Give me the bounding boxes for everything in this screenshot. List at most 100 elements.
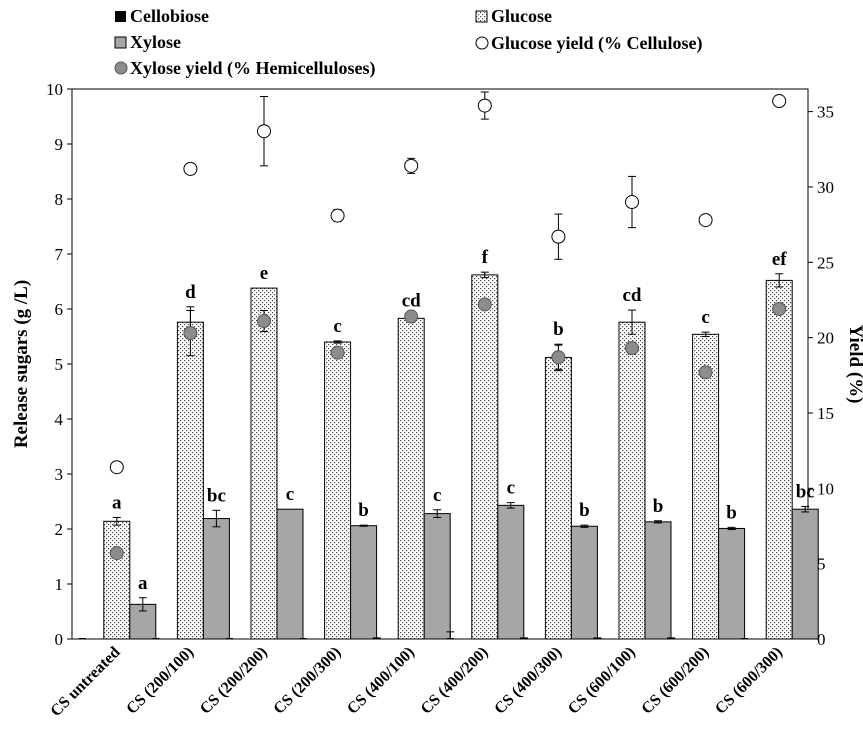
significance-letter: f xyxy=(482,247,489,268)
y2-tick-label: 10 xyxy=(817,479,834,498)
right-axis: 0 5 10 15 20 25 30 35 xyxy=(808,103,834,649)
bar-glucose xyxy=(397,317,425,640)
xylose-yield-marker xyxy=(625,341,639,356)
bar-xylose xyxy=(791,508,819,640)
legend-label-xylose: Xylose xyxy=(130,32,181,52)
legend-label-glucose: Glucose xyxy=(491,6,552,26)
bar-glucose xyxy=(324,341,352,640)
significance-letter: e xyxy=(260,263,268,284)
category-label: CS untreated xyxy=(47,644,123,720)
y-tick-label: 3 xyxy=(55,465,64,484)
glucose-yield-marker xyxy=(330,208,345,223)
y2-tick-label: 0 xyxy=(817,630,826,649)
bar-glucose xyxy=(692,333,720,640)
y2-tick-label: 20 xyxy=(817,329,834,348)
y-tick-label: 5 xyxy=(55,355,64,374)
significance-letter: cd xyxy=(402,291,421,312)
legend: Cellobiose Glucose Xylose Glucose yield … xyxy=(114,6,702,79)
bar-glucose xyxy=(765,279,793,640)
category-label: CS (200/100) xyxy=(123,644,197,718)
significance-letter: a xyxy=(112,492,122,513)
xylose-yield-marker xyxy=(698,365,713,380)
bar-cellobiose xyxy=(372,637,381,640)
glucose-yield-marker xyxy=(257,124,271,139)
y-tick-label: 10 xyxy=(46,80,63,99)
significance-letter: b xyxy=(553,319,564,340)
legend-marker-glucose-yield xyxy=(475,36,489,50)
glucose-yield-marker xyxy=(477,98,492,113)
y-tick-label: 4 xyxy=(55,410,64,429)
bar-xylose xyxy=(423,513,451,640)
xylose-yield-marker xyxy=(404,309,419,324)
significance-letter: a xyxy=(138,573,148,594)
significance-letter: b xyxy=(726,502,737,523)
significance-letter: c xyxy=(333,316,341,337)
error-bars xyxy=(112,91,810,640)
y-tick-label: 2 xyxy=(55,520,64,539)
glucose-yield-marker xyxy=(183,161,198,176)
significance-letter: b xyxy=(358,500,369,521)
category-label: CS (200/200) xyxy=(197,644,271,718)
significance-letter: b xyxy=(579,500,590,521)
bar-xylose xyxy=(570,525,598,640)
y2-tick-label: 5 xyxy=(817,555,826,574)
significance-letter: c xyxy=(507,478,515,499)
category-label: CS (200/300) xyxy=(270,644,344,718)
xylose-yield-marker xyxy=(551,350,566,365)
glucose-yield-marker xyxy=(698,213,713,228)
bar-glucose xyxy=(544,356,572,640)
y-axis-label: Release sugars (g /L) xyxy=(11,280,32,448)
y2-tick-label: 25 xyxy=(817,253,834,272)
legend-label-xylose-yield: Xylose yield (% Hemicelluloses) xyxy=(130,58,375,79)
xylose-yield-marker xyxy=(772,302,787,316)
bar-cellobiose xyxy=(519,637,528,640)
legend-label-cellobiose: Cellobiose xyxy=(130,6,209,26)
significance-letter: c xyxy=(701,307,709,328)
category-label: CS (600/100) xyxy=(565,644,639,718)
y-tick-label: 7 xyxy=(55,245,64,264)
y-tick-label: 8 xyxy=(55,190,64,209)
category-label: CS (400/200) xyxy=(418,644,492,718)
bars xyxy=(78,274,819,640)
category-label: CS (400/100) xyxy=(344,644,418,718)
glucose-yield-marker xyxy=(551,229,566,244)
y-tick-label: 0 xyxy=(55,630,64,649)
category-label: CS (600/300) xyxy=(712,644,786,718)
category-label: CS (600/200) xyxy=(638,644,712,718)
significance-letter: ef xyxy=(772,249,787,270)
bar-glucose xyxy=(176,321,204,640)
xylose-yield-marker xyxy=(477,297,492,312)
y2-tick-label: 30 xyxy=(817,178,834,197)
glucose-yield-marker xyxy=(404,158,419,173)
y2-axis-label: Yield (%) xyxy=(845,325,863,404)
significance-letter: b xyxy=(653,496,664,517)
bar-cellobiose xyxy=(667,637,676,640)
glucose-yield-marker xyxy=(109,460,124,475)
yield-markers xyxy=(109,94,787,561)
y-tick-label: 1 xyxy=(55,575,64,594)
glucose-yield-marker xyxy=(625,195,639,210)
bar-xylose xyxy=(350,525,378,640)
legend-label-glucose-yield: Glucose yield (% Cellulose) xyxy=(491,33,702,54)
bar-xylose xyxy=(202,518,230,640)
significance-letter: c xyxy=(433,485,441,506)
y2-tick-label: 15 xyxy=(817,404,834,423)
significance-letter: cd xyxy=(623,285,642,306)
bar-glucose xyxy=(618,321,646,640)
significance-letter: bc xyxy=(207,485,226,506)
xylose-yield-marker xyxy=(257,314,271,329)
xylose-yield-marker xyxy=(183,326,198,341)
bar-glucose xyxy=(471,274,499,640)
category-label: CS (400/300) xyxy=(491,644,565,718)
bar-xylose xyxy=(718,527,746,640)
y-tick-label: 6 xyxy=(55,300,64,319)
xylose-yield-marker xyxy=(330,345,345,360)
bar-xylose xyxy=(497,504,525,640)
significance-letter: c xyxy=(286,484,294,505)
bar-glucose xyxy=(103,520,131,640)
significance-letter: bc xyxy=(796,481,815,502)
legend-marker-xylose-yield xyxy=(114,61,128,75)
